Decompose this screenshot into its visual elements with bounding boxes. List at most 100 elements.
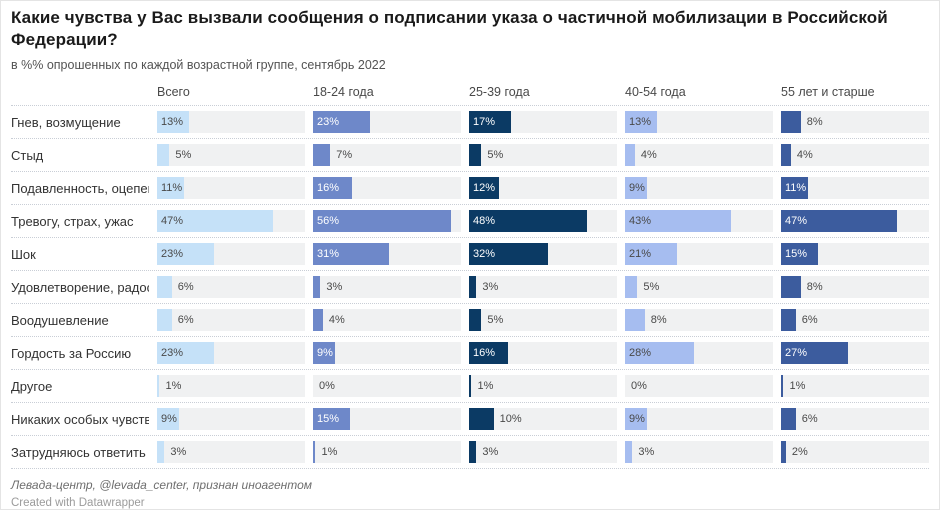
bar-track: 16% xyxy=(313,177,461,199)
bar-value-label: 23% xyxy=(317,116,340,128)
bar-value-label: 8% xyxy=(806,116,823,128)
bar-value-label: 4% xyxy=(796,149,813,161)
bar xyxy=(313,177,353,199)
row-label: Затрудняюсь ответить xyxy=(11,444,146,460)
bar-track: 4% xyxy=(625,144,773,166)
bar-track: 23% xyxy=(313,111,461,133)
bar-track: 15% xyxy=(313,408,461,430)
bar xyxy=(157,243,214,265)
bar xyxy=(313,276,321,298)
column-header-spacer xyxy=(11,85,149,100)
bar xyxy=(157,342,214,364)
bar-track: 28% xyxy=(625,342,773,364)
bar xyxy=(469,144,482,166)
bar xyxy=(625,276,638,298)
bar xyxy=(313,144,331,166)
bar xyxy=(781,210,897,232)
row-label: Никаких особых чувств xyxy=(11,411,149,427)
bar-track: 15% xyxy=(781,243,929,265)
bar-value-label: 1% xyxy=(477,380,494,392)
row-label: Удовлетворение, радость xyxy=(11,279,149,295)
row-label: Другое xyxy=(11,378,53,394)
bar-value-label: 0% xyxy=(631,380,647,392)
bar-value-label: 4% xyxy=(640,149,657,161)
bar-value-label: 43% xyxy=(629,215,652,227)
bar xyxy=(313,111,370,133)
bar xyxy=(625,408,648,430)
bar xyxy=(781,408,796,430)
bar-track: 10% xyxy=(469,408,617,430)
bar-track: 27% xyxy=(781,342,929,364)
bar xyxy=(157,177,185,199)
bar-track: 1% xyxy=(469,375,617,397)
bar-value-label: 3% xyxy=(482,281,499,293)
row-label: Стыд xyxy=(11,147,44,163)
bar-track: 5% xyxy=(157,144,305,166)
bar xyxy=(157,441,165,463)
bar-value-label: 11% xyxy=(785,182,807,194)
bar-track: 13% xyxy=(157,111,305,133)
bar-value-label: 3% xyxy=(482,446,499,458)
bar xyxy=(625,309,645,331)
bar xyxy=(469,309,482,331)
bar xyxy=(781,144,791,166)
bar xyxy=(157,375,160,397)
bar-value-label: 6% xyxy=(801,413,818,425)
bar-track: 6% xyxy=(781,408,929,430)
bar-track: 11% xyxy=(157,177,305,199)
bar-track: 1% xyxy=(313,441,461,463)
bar-track: 9% xyxy=(313,342,461,364)
row-label: Гордость за Россию xyxy=(11,345,132,361)
bar-value-label: 1% xyxy=(321,446,338,458)
bar-value-label: 5% xyxy=(487,314,504,326)
table-row: Затрудняюсь ответить 3% 1% 3% 3% 2% xyxy=(11,435,929,468)
bar xyxy=(781,441,786,463)
bar-track: 47% xyxy=(781,210,929,232)
chart-subtitle: в %% опрошенных по каждой возрастной гру… xyxy=(11,58,386,72)
bar-track: 13% xyxy=(625,111,773,133)
bar-value-label: 6% xyxy=(177,281,194,293)
bar-value-label: 28% xyxy=(629,347,652,359)
chart-body: Гнев, возмущение 13% 23% 17% 13% 8% Стыд 5% 7% 5%… xyxy=(11,105,929,469)
bar-value-label: 1% xyxy=(789,380,806,392)
bar xyxy=(157,210,273,232)
bar-track: 8% xyxy=(625,309,773,331)
bar xyxy=(625,111,658,133)
bar xyxy=(781,111,801,133)
bar xyxy=(781,177,809,199)
table-row: Воодушевление 6% 4% 5% 8% 6% xyxy=(11,303,929,336)
row-label: Воодушевление xyxy=(11,312,109,328)
bar xyxy=(625,243,677,265)
bar-track: 9% xyxy=(157,408,305,430)
bar xyxy=(469,441,477,463)
bar-value-label: 47% xyxy=(161,215,184,227)
bar-value-label: 8% xyxy=(806,281,823,293)
bar-value-label: 12% xyxy=(473,182,496,194)
bar-track: 48% xyxy=(469,210,617,232)
bar-value-label: 23% xyxy=(161,248,184,260)
bar-value-label: 3% xyxy=(326,281,343,293)
bar-value-label: 13% xyxy=(161,116,184,128)
bar-value-label: 21% xyxy=(629,248,652,260)
datawrapper-credit: Created with Datawrapper xyxy=(11,497,145,509)
bar-value-label: 9% xyxy=(629,413,645,425)
bar-track: 31% xyxy=(313,243,461,265)
bar-track: 16% xyxy=(469,342,617,364)
bar-value-label: 11% xyxy=(161,182,183,194)
bar-track: 0% xyxy=(313,375,461,397)
bar xyxy=(469,111,511,133)
bar-value-label: 8% xyxy=(650,314,667,326)
bar-track: 9% xyxy=(625,408,773,430)
source-note: Левада-центр, @levada_center, признан ин… xyxy=(11,478,312,492)
table-row: Удовлетворение, радость 6% 3% 3% 5% 8% xyxy=(11,270,929,303)
bar-track: 2% xyxy=(781,441,929,463)
bar-track: 21% xyxy=(625,243,773,265)
bar-value-label: 15% xyxy=(785,248,808,260)
bar-value-label: 15% xyxy=(317,413,340,425)
bar xyxy=(781,276,801,298)
bar xyxy=(157,309,172,331)
bar-track: 4% xyxy=(313,309,461,331)
bar xyxy=(625,144,635,166)
bar-track: 6% xyxy=(781,309,929,331)
bar xyxy=(469,210,588,232)
